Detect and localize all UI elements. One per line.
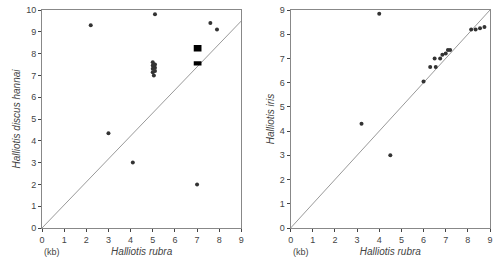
svg-text:5: 5: [280, 102, 285, 112]
svg-text:5: 5: [31, 114, 36, 124]
svg-text:0: 0: [39, 235, 44, 245]
svg-text:6: 6: [31, 92, 36, 102]
svg-text:2: 2: [332, 235, 337, 245]
svg-text:8: 8: [31, 49, 36, 59]
svg-text:4: 4: [280, 126, 285, 136]
svg-text:2: 2: [280, 175, 285, 185]
svg-text:4: 4: [31, 136, 36, 146]
svg-text:0: 0: [31, 223, 36, 233]
svg-text:9: 9: [31, 27, 36, 37]
svg-text:2: 2: [84, 235, 89, 245]
svg-text:9: 9: [239, 235, 244, 245]
svg-text:1: 1: [310, 235, 315, 245]
svg-text:4: 4: [128, 235, 133, 245]
svg-text:0: 0: [280, 223, 285, 233]
svg-text:5: 5: [399, 235, 404, 245]
svg-text:1: 1: [280, 199, 285, 209]
svg-text:Halliotis iris: Halliotis iris: [265, 94, 276, 145]
svg-text:8: 8: [217, 235, 222, 245]
svg-text:3: 3: [355, 235, 360, 245]
svg-text:10: 10: [26, 5, 36, 15]
svg-text:(kb): (kb): [293, 247, 309, 257]
svg-text:6: 6: [280, 78, 285, 88]
svg-text:Halliotis rubra: Halliotis rubra: [111, 246, 173, 257]
svg-text:1: 1: [31, 201, 36, 211]
svg-text:1: 1: [62, 235, 67, 245]
svg-text:4: 4: [377, 235, 382, 245]
svg-text:0: 0: [288, 235, 293, 245]
svg-text:2: 2: [31, 180, 36, 190]
svg-text:8: 8: [280, 29, 285, 39]
svg-text:7: 7: [195, 235, 200, 245]
svg-text:(kb): (kb): [44, 247, 60, 257]
svg-text:6: 6: [421, 235, 426, 245]
svg-text:Halliotis rubra: Halliotis rubra: [360, 246, 422, 257]
svg-text:6: 6: [172, 235, 177, 245]
svg-text:7: 7: [31, 71, 36, 81]
svg-text:9: 9: [487, 235, 492, 245]
svg-text:5: 5: [150, 235, 155, 245]
svg-text:9: 9: [280, 5, 285, 15]
svg-text:3: 3: [31, 158, 36, 168]
svg-text:Halliotis discus hannai: Halliotis discus hannai: [11, 69, 22, 169]
svg-text:8: 8: [465, 235, 470, 245]
svg-text:3: 3: [280, 150, 285, 160]
svg-text:7: 7: [280, 54, 285, 64]
svg-text:3: 3: [106, 235, 111, 245]
svg-text:7: 7: [443, 235, 448, 245]
